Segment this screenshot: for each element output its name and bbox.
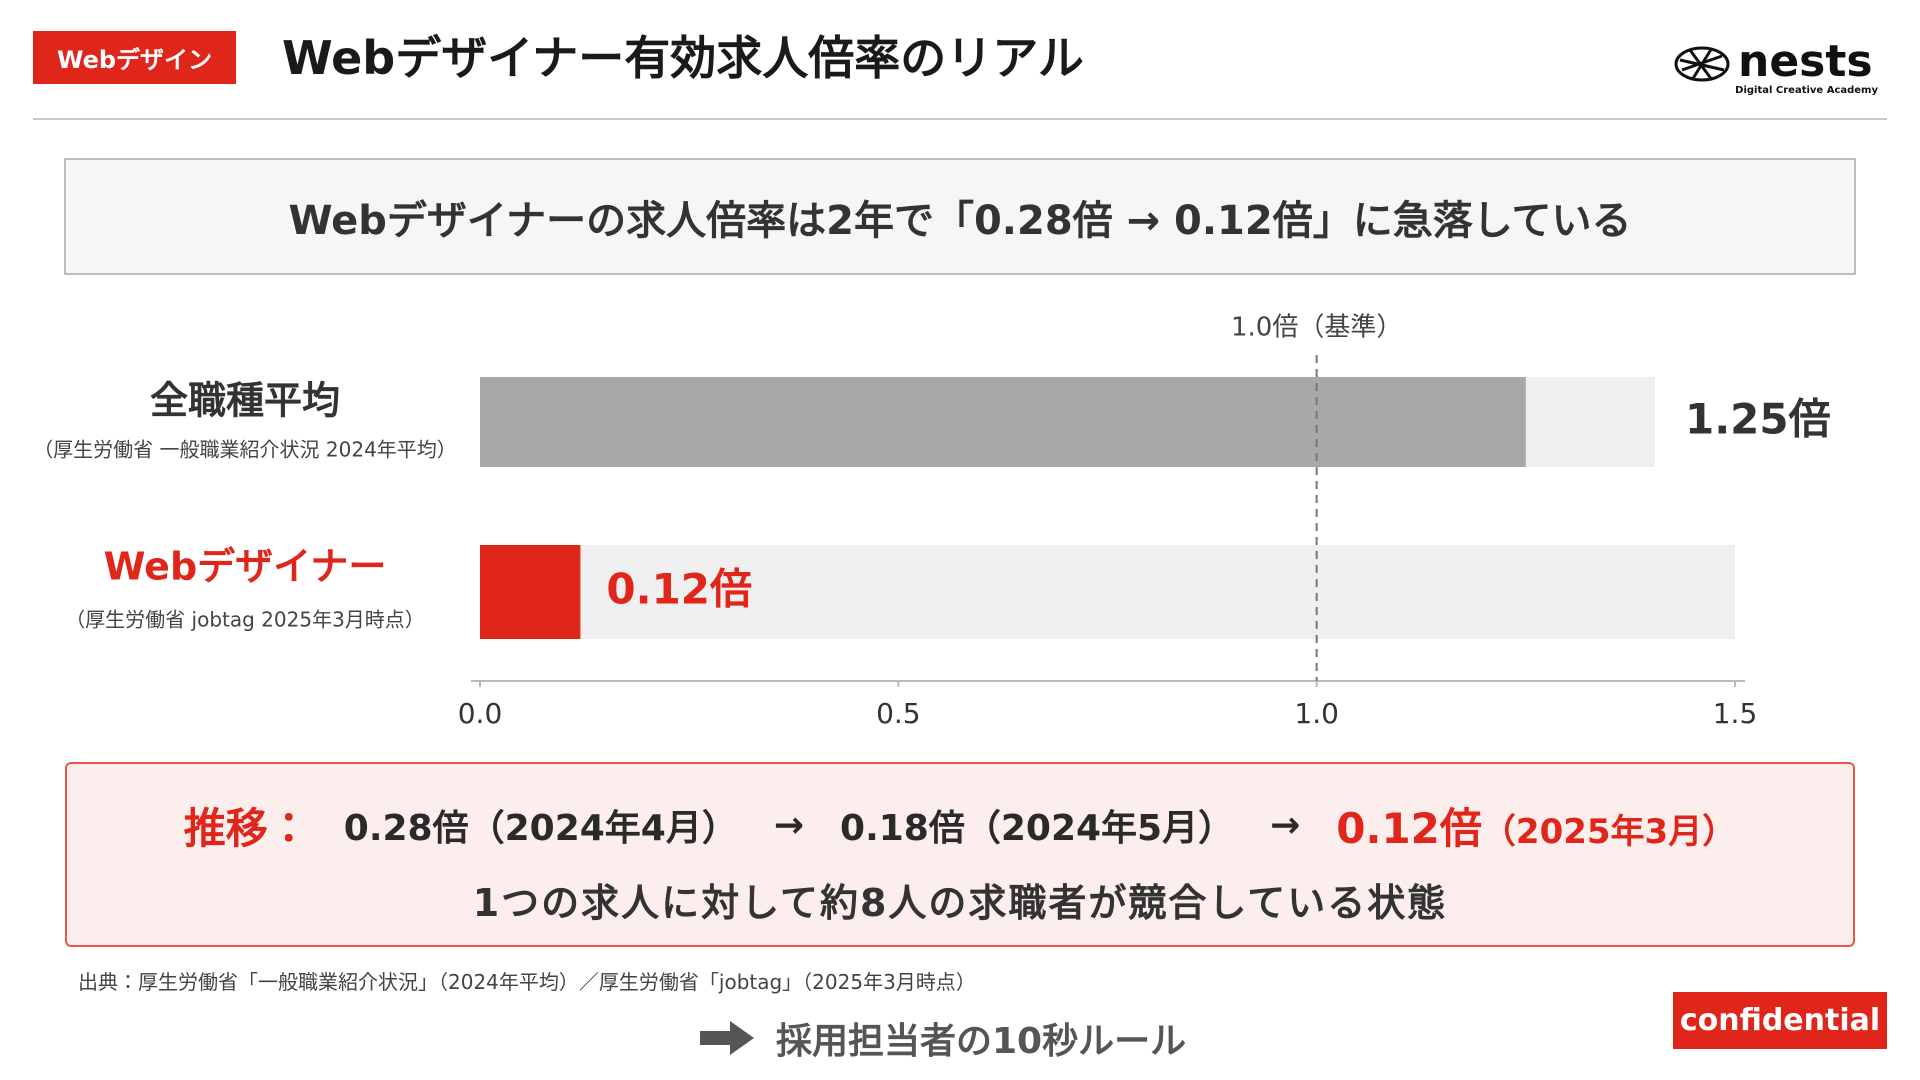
bar-track	[480, 545, 1735, 639]
bar	[480, 377, 1526, 467]
category-tag: Webデザイン	[33, 31, 236, 84]
arrow-icon	[700, 1021, 754, 1055]
transition-step: 0.28倍（2024年4月）	[344, 799, 738, 851]
source-note: 出典：厚生労働省「一般職業紹介状況」（2024年平均）／厚生労働省「jobtag…	[78, 970, 976, 994]
confidential-badge: confidential	[1673, 992, 1887, 1049]
category-note: （厚生労働省 jobtag 2025年3月時点）	[65, 608, 425, 632]
category-note: （厚生労働省 一般職業紹介状況 2024年平均）	[33, 438, 457, 462]
x-tick-label: 0.5	[876, 697, 921, 730]
headline: Webデザイナーの求人倍率は2年で「0.28倍 → 0.12倍」に急落している	[64, 158, 1856, 275]
chart: 0.0 0.5 1.0 1.5 全職種平均 （厚生労働省 一般職業紹介状況 2024年平均…	[33, 313, 1831, 731]
value-label: 1.25倍	[1685, 395, 1831, 444]
bar	[480, 545, 581, 639]
logo-subtext: Digital Creative Academy	[1735, 85, 1878, 96]
logo-text: nests	[1738, 40, 1873, 87]
step-period: （2025年3月）	[1481, 811, 1737, 852]
category-label: 全職種平均	[150, 379, 340, 423]
x-tick-label: 0.0	[458, 697, 503, 730]
step-period: （2024年4月）	[468, 808, 738, 849]
value-label: 0.12倍	[606, 565, 752, 614]
step-period: （2024年5月）	[964, 808, 1235, 849]
next-topic: 採用担当者の10秒ルール	[700, 1014, 1186, 1062]
reference-label: 1.0倍（基準）	[1231, 313, 1402, 343]
category-label: Webデザイナー	[104, 545, 387, 589]
x-tick-label: 1.0	[1294, 697, 1339, 730]
slide-title: Webデザイナー有効求人倍率のリアル	[282, 31, 1084, 85]
transition-arrow: →	[1270, 804, 1301, 846]
transition-step: 0.12倍（2025年3月）	[1336, 795, 1736, 856]
transition-step: 0.18倍（2024年5月）	[840, 799, 1234, 851]
x-tick-label: 1.5	[1713, 697, 1758, 730]
transition-summary: 1つの求人に対して約8人の求職者が競合している状態	[472, 881, 1448, 925]
transition-row: 推移： 0.28倍（2024年4月） → 0.18倍（2024年5月） → 0.12倍（…	[67, 794, 1853, 856]
step-ratio: 0.28倍	[343, 808, 469, 849]
transition-label: 推移：	[183, 803, 310, 853]
step-ratio: 0.12倍	[1336, 803, 1482, 853]
divider	[33, 118, 1887, 120]
next-topic-text: 採用担当者の10秒ルール	[776, 1021, 1187, 1062]
transition-arrow: →	[773, 804, 805, 846]
logo: nests Digital Creative Academy	[1674, 40, 1878, 96]
transition-steps: 0.28倍（2024年4月） → 0.18倍（2024年5月） → 0.12倍（2025…	[344, 795, 1736, 856]
transition-box: 推移： 0.28倍（2024年4月） → 0.18倍（2024年5月） → 0.12倍（…	[65, 762, 1855, 947]
logo-icon	[1674, 46, 1730, 82]
step-ratio: 0.18倍	[840, 808, 965, 849]
